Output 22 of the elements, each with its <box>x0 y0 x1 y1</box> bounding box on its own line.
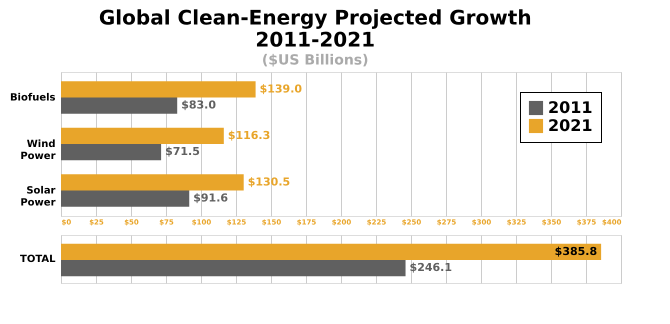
data-label: $71.5 <box>165 145 200 158</box>
y-tick-label: Biofuels <box>10 92 56 104</box>
data-label: $139.0 <box>260 82 302 96</box>
bar <box>61 144 162 160</box>
y-tick-label: Solar Power <box>20 185 56 208</box>
data-label: $91.6 <box>193 192 228 205</box>
bar <box>61 81 256 98</box>
chart-subtitle: ($US Billions) <box>262 52 369 68</box>
y-tick-label: Wind Power <box>20 139 56 162</box>
bar <box>61 174 244 190</box>
legend-label: 2021 <box>548 116 593 135</box>
bar <box>61 190 190 207</box>
data-label: $83.0 <box>181 98 216 112</box>
bar <box>61 98 178 114</box>
chart-title: Global Clean-Energy Projected Growth 2011-2021 <box>98 6 532 52</box>
data-label: $246.1 <box>410 261 452 274</box>
bar <box>61 128 224 144</box>
legend-label: 2011 <box>548 98 593 117</box>
data-label: $130.5 <box>248 175 290 188</box>
data-label: $385.8 <box>554 244 598 258</box>
y-tick-label: TOTAL <box>20 254 56 265</box>
data-label: $116.3 <box>228 128 270 142</box>
